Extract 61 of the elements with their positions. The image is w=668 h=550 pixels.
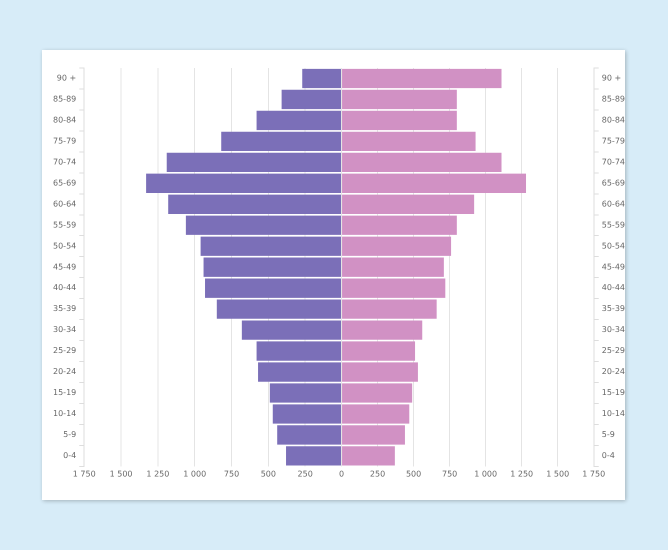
- y-tick-label: 50-54: [52, 241, 76, 250]
- y-tick-label: 45-49: [52, 262, 76, 272]
- bar: [342, 425, 406, 445]
- x-tick-label: 1 000: [474, 469, 498, 478]
- bar: [302, 68, 342, 88]
- y-tick-label: 90 +: [56, 74, 76, 83]
- x-tick-label: 1 750: [72, 469, 96, 478]
- x-tick-label: 250: [370, 469, 386, 478]
- y-tick-label: 35-39: [602, 304, 626, 314]
- bar: [342, 90, 458, 110]
- y-tick-label: 75-79: [602, 136, 626, 146]
- x-tick-label: 750: [442, 469, 458, 478]
- y-tick-label: 25-29: [602, 346, 626, 356]
- y-tick-label: 40-44: [52, 283, 76, 292]
- y-tick-label: 65-69: [52, 178, 76, 188]
- x-tick-label: 500: [260, 469, 276, 478]
- y-tick-label: 55-59: [52, 220, 76, 230]
- y-tick-label: 75-79: [52, 136, 76, 146]
- y-tick-label: 15-19: [52, 388, 76, 398]
- y-tick-label: 0-4: [63, 450, 76, 460]
- y-tick-label: 45-49: [602, 262, 626, 272]
- x-tick-label: 500: [406, 469, 422, 478]
- y-tick-label: 90 +: [602, 74, 622, 83]
- y-tick-label: 60-64: [602, 199, 626, 208]
- y-tick-label: 35-39: [52, 304, 76, 314]
- y-tick-label: 70-74: [52, 157, 76, 166]
- x-tick-label: 1 250: [510, 469, 534, 478]
- y-tick-label: 85-89: [52, 94, 76, 104]
- y-tick-label: 10-14: [602, 409, 626, 418]
- y-tick-label: 20-24: [52, 367, 76, 376]
- y-tick-label: 5-9: [63, 430, 76, 440]
- x-tick-label: 1 000: [183, 469, 206, 478]
- x-tick-label: 750: [224, 469, 240, 478]
- y-tick-label: 40-44: [602, 283, 626, 292]
- y-tick-label: 85-89: [602, 94, 626, 104]
- y-tick-label: 70-74: [602, 157, 626, 166]
- x-tick-label: 1 500: [110, 469, 133, 478]
- x-tick-label: 0: [339, 469, 345, 478]
- y-tick-label: 80-84: [52, 116, 76, 124]
- y-tick-label: 65-69: [602, 178, 626, 188]
- bar: [342, 362, 418, 382]
- y-tick-label: 15-19: [602, 388, 626, 398]
- x-tick-label: 1 750: [582, 469, 606, 478]
- x-tick-label: 250: [298, 469, 313, 478]
- bar: [342, 68, 502, 88]
- y-tick-label: 55-59: [602, 220, 626, 230]
- x-tick-label: 1 250: [146, 469, 170, 478]
- y-tick-label: 10-14: [52, 409, 76, 418]
- y-tick-label: 50-54: [602, 241, 626, 250]
- y-tick-label: 5-9: [602, 430, 616, 440]
- bar: [342, 404, 410, 424]
- y-tick-label: 25-29: [52, 346, 76, 356]
- y-tick-label: 20-24: [602, 367, 626, 376]
- y-tick-label: 0-4: [602, 450, 616, 460]
- y-tick-label: 80-84: [602, 116, 626, 124]
- y-tick-label: 30-34: [52, 325, 76, 334]
- bar: [342, 383, 413, 403]
- y-tick-label: 30-34: [602, 325, 626, 334]
- x-tick-label: 1 500: [546, 469, 570, 478]
- y-tick-label: 60-64: [52, 199, 76, 208]
- bar: [342, 446, 396, 466]
